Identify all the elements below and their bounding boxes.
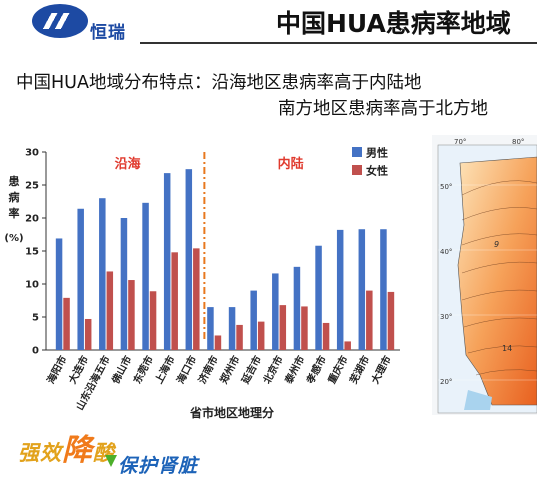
bar-female xyxy=(301,306,308,350)
x-tick-label: 海口市 xyxy=(174,353,200,386)
map-graticule xyxy=(438,184,537,381)
bar-female xyxy=(171,252,178,350)
y-tick-label: 0 xyxy=(32,346,39,357)
bar-female xyxy=(344,341,351,350)
x-tick-label: 郑州市 xyxy=(217,353,243,386)
bar-male xyxy=(315,245,322,350)
bar-female xyxy=(366,290,373,350)
legend-label-female: 女性 xyxy=(366,164,388,178)
map-lat-label: 40° xyxy=(440,248,452,256)
x-tick-label: 孝感市 xyxy=(303,353,329,386)
bar-male xyxy=(55,238,63,350)
bar-female xyxy=(322,322,330,350)
map-contour-label: 9 xyxy=(494,240,499,249)
x-tick-label: 大连市 xyxy=(66,353,92,386)
down-arrow-icon xyxy=(105,455,117,467)
slogan: 强效降酸 保护肾脏 xyxy=(18,425,258,477)
bar-female xyxy=(84,318,92,350)
map-lat-label: 20° xyxy=(440,378,452,386)
bar-male xyxy=(99,198,106,350)
y-tick-label: 30 xyxy=(25,148,39,159)
x-tick-label: 重庆市 xyxy=(325,353,351,386)
bar-male xyxy=(380,229,387,350)
slogan-line-1: 强效降酸 xyxy=(18,425,115,469)
x-tick-label: 佛山市 xyxy=(108,353,134,386)
logo-mark-icon xyxy=(32,4,88,38)
x-tick-label: 泰州市 xyxy=(281,353,307,386)
x-tick-label: 东莞市 xyxy=(130,353,156,386)
bar-female xyxy=(149,291,157,350)
map-land-region xyxy=(457,156,537,406)
bar-male xyxy=(228,307,236,350)
bar-female xyxy=(387,291,395,350)
x-tick-label: 芜湖市 xyxy=(347,353,373,386)
bar-female xyxy=(279,305,287,350)
bar-female xyxy=(128,280,135,350)
header-divider xyxy=(140,42,537,44)
bar-male xyxy=(77,208,84,350)
bar-female xyxy=(63,297,70,350)
x-tick-label: 北京市 xyxy=(260,353,286,386)
bar-female xyxy=(257,321,265,350)
bar-male xyxy=(120,218,128,350)
legend-label-male: 男性 xyxy=(366,146,388,160)
y-tick-label: 10 xyxy=(25,280,39,291)
y-axis-label: 患病率(%) xyxy=(4,174,23,244)
x-tick-label: 大理市 xyxy=(368,353,394,386)
bar-female xyxy=(106,271,114,350)
y-tick-label: 25 xyxy=(25,181,39,192)
map-contour-label: 14 xyxy=(502,344,512,353)
x-axis-label: 省市地区地理分 xyxy=(189,405,274,420)
bar-male xyxy=(358,229,366,350)
x-tick-label: 延吉市 xyxy=(238,353,264,386)
bar-female xyxy=(214,335,222,350)
map-lon-label: 80° xyxy=(512,138,524,146)
bar-male xyxy=(336,229,344,350)
bar-male xyxy=(142,202,149,350)
map-sea-region xyxy=(464,390,492,410)
bar-male xyxy=(250,290,257,350)
x-tick-label: 上海市 xyxy=(152,353,178,386)
y-tick-label: 15 xyxy=(25,247,39,258)
subtitle-line-1: 中国HUA地域分布特点：沿海地区患病率高于内陆地 xyxy=(16,73,422,93)
bar-female xyxy=(193,248,200,350)
bar-male xyxy=(293,266,301,350)
company-logo: 恒瑞 xyxy=(32,4,142,44)
china-map-inset: 70° 80° 50° 40° 30° 20° 9 14 xyxy=(432,135,537,415)
subtitle-line-2: 南方地区患病率高于北方地 xyxy=(278,99,488,119)
slide-title: 中国HUA患病率地域 xyxy=(276,9,511,38)
bar-male xyxy=(207,307,214,350)
region-label-inland: 内陆 xyxy=(278,156,304,172)
y-tick-label: 5 xyxy=(32,313,39,324)
slogan-line-2: 保护肾脏 xyxy=(118,455,199,477)
map-lon-label: 70° xyxy=(454,138,466,146)
slogan-part-1: 强效 xyxy=(18,441,62,465)
x-tick-label: 济南市 xyxy=(195,353,221,386)
map-lat-label: 50° xyxy=(440,183,452,191)
legend-swatch-male xyxy=(352,147,362,157)
y-tick-label: 20 xyxy=(25,214,39,225)
logo-text: 恒瑞 xyxy=(90,23,126,43)
map-contour-lines xyxy=(461,180,537,376)
header: 恒瑞 中国HUA患病率地域 xyxy=(0,0,537,46)
legend-swatch-female xyxy=(352,165,362,175)
region-label-coastal: 沿海 xyxy=(115,156,141,172)
map-lat-label: 30° xyxy=(440,313,452,321)
slogan-part-2: 降 xyxy=(62,433,93,468)
bar-male xyxy=(272,273,279,350)
bar-male xyxy=(185,169,193,350)
bar-male xyxy=(163,173,171,350)
x-tick-label: 海阳市 xyxy=(44,353,70,386)
bar-female xyxy=(236,324,243,350)
